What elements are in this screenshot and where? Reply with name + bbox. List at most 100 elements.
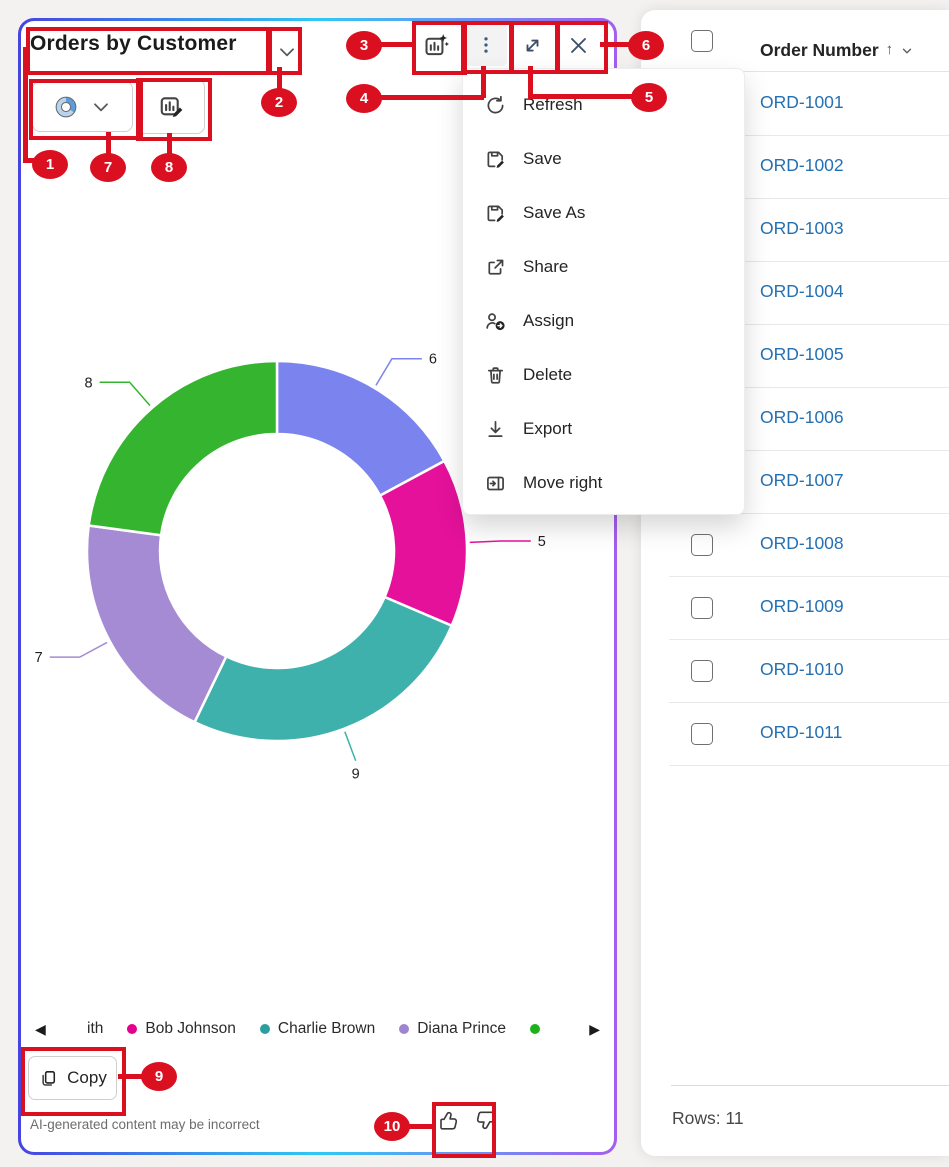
table-footer-divider xyxy=(671,1085,949,1086)
slice-label: 6 xyxy=(429,352,437,368)
menu-item-delete[interactable]: Delete xyxy=(463,348,744,402)
donut-slice[interactable] xyxy=(193,595,453,743)
order-number-link[interactable]: ORD-1006 xyxy=(760,407,844,427)
menu-item-label: Assign xyxy=(523,311,575,330)
annotation-line-3 xyxy=(378,42,412,47)
person-arrow-icon xyxy=(484,310,507,333)
order-number-link[interactable]: ORD-1003 xyxy=(760,218,844,238)
order-number-link[interactable]: ORD-1011 xyxy=(760,722,843,742)
annotation-line-4b xyxy=(378,95,484,100)
legend-next-icon[interactable]: ▶ xyxy=(589,1020,600,1037)
row-checkbox[interactable] xyxy=(691,534,713,556)
kebab-menu-icon xyxy=(475,32,497,58)
save-edit-icon xyxy=(484,148,507,171)
sort-ascending-icon[interactable]: ↑ xyxy=(885,41,894,58)
slice-label: 9 xyxy=(352,767,360,783)
row-checkbox[interactable] xyxy=(691,660,713,682)
table-row: ORD-1009 xyxy=(641,577,949,640)
menu-item-label: Delete xyxy=(523,365,573,384)
menu-item-save[interactable]: Save xyxy=(463,132,744,186)
annotation-badge-7: 7 xyxy=(90,153,126,182)
legend-item[interactable]: Diana Prince xyxy=(399,1020,506,1038)
annotation-badge-4: 4 xyxy=(346,84,382,113)
annotation-box-4 xyxy=(461,21,514,74)
annotation-box-8 xyxy=(136,78,212,141)
slice-label: 7 xyxy=(35,650,43,666)
menu-item-share[interactable]: Share xyxy=(463,240,744,294)
menu-item-export[interactable]: Export xyxy=(463,402,744,456)
legend-prev-icon[interactable]: ◀ xyxy=(35,1020,46,1037)
table-row: ORD-1011 xyxy=(641,703,949,766)
donut-slice[interactable] xyxy=(87,359,279,537)
row-checkbox[interactable] xyxy=(691,597,713,619)
close-button[interactable] xyxy=(557,24,600,66)
copy-button[interactable]: Copy xyxy=(28,1056,117,1100)
legend-item[interactable]: Bob Johnson xyxy=(127,1020,236,1038)
thumbs-up-icon[interactable] xyxy=(435,1107,462,1134)
order-number-link[interactable]: ORD-1005 xyxy=(760,344,844,364)
share-icon xyxy=(484,256,507,279)
expand-button[interactable] xyxy=(513,24,552,66)
column-header-order-number[interactable]: Order Number xyxy=(760,40,879,60)
legend-item[interactable]: ith xyxy=(87,1020,103,1038)
copy-icon xyxy=(38,1068,59,1089)
legend-label: Diana Prince xyxy=(417,1020,506,1037)
order-number-link[interactable]: ORD-1010 xyxy=(760,659,844,679)
order-number-link[interactable]: ORD-1009 xyxy=(760,596,844,616)
menu-item-refresh[interactable]: Refresh xyxy=(463,78,744,132)
annotation-box-2 xyxy=(266,27,302,75)
annotation-badge-5: 5 xyxy=(631,83,667,112)
context-menu: Refresh Save Save As Share Assign Delete Expor… xyxy=(462,68,745,515)
donut-chart: 6 5 9 7 8 xyxy=(35,352,546,783)
order-number-link[interactable]: ORD-1008 xyxy=(760,533,844,553)
menu-item-assign[interactable]: Assign xyxy=(463,294,744,348)
ai-disclaimer: AI-generated content may be incorrect xyxy=(30,1117,260,1132)
slice-callout-line xyxy=(344,731,357,761)
annotation-badge-2: 2 xyxy=(261,88,297,117)
ai-insights-button[interactable] xyxy=(415,24,458,66)
donut-slice[interactable] xyxy=(85,524,228,724)
legend-label: ith xyxy=(87,1020,104,1037)
slice-label: 8 xyxy=(85,375,93,391)
annotation-line-1 xyxy=(23,47,28,163)
order-number-link[interactable]: ORD-1007 xyxy=(760,470,844,490)
legend-dot-icon xyxy=(399,1024,410,1034)
close-icon xyxy=(566,33,591,58)
chevron-small-icon[interactable] xyxy=(900,44,914,58)
order-number-link[interactable]: ORD-1002 xyxy=(760,155,844,175)
order-number-link[interactable]: ORD-1001 xyxy=(760,92,844,112)
orders-table-panel: Order Number ↑ ORD-1001 ORD-1002 ORD-1003 O… xyxy=(641,10,949,1156)
annotation-box-9 xyxy=(21,1047,126,1116)
table-row: ORD-1010 xyxy=(641,640,949,703)
slice-callout-line xyxy=(99,381,151,407)
more-options-button[interactable] xyxy=(464,24,507,66)
menu-item-move-right[interactable]: Move right xyxy=(463,456,744,510)
menu-item-label: Share xyxy=(523,257,569,276)
slice-callout-line xyxy=(469,540,531,544)
annotation-line-5b xyxy=(528,94,632,99)
row-checkbox[interactable] xyxy=(691,723,713,745)
annotation-line-1b xyxy=(23,158,39,163)
menu-item-label: Save xyxy=(523,149,562,168)
copy-button-label: Copy xyxy=(67,1068,107,1087)
chevron-down-icon[interactable] xyxy=(271,39,303,65)
expand-icon xyxy=(520,33,545,58)
slice-label: 5 xyxy=(538,534,546,550)
rows-count: Rows: 11 xyxy=(672,1108,744,1128)
annotation-line-7 xyxy=(106,132,111,154)
context-menu-items: Refresh Save Save As Share Assign Delete Expor… xyxy=(463,78,744,510)
order-number-link[interactable]: ORD-1004 xyxy=(760,281,844,301)
annotation-line-2 xyxy=(277,67,282,91)
select-all-checkbox[interactable] xyxy=(691,30,713,52)
legend-item[interactable] xyxy=(529,1024,548,1034)
annotation-box-6 xyxy=(555,21,608,74)
annotation-line-8 xyxy=(167,133,172,154)
legend-item[interactable]: Charlie Brown xyxy=(259,1020,376,1038)
table-row: ORD-1008 xyxy=(641,514,949,577)
legend-label: Charlie Brown xyxy=(277,1020,376,1037)
donut-chart-icon xyxy=(54,95,78,119)
annotation-badge-1: 1 xyxy=(32,150,68,179)
chart-type-dropdown-button[interactable] xyxy=(32,81,133,132)
menu-item-save-as[interactable]: Save As xyxy=(463,186,744,240)
